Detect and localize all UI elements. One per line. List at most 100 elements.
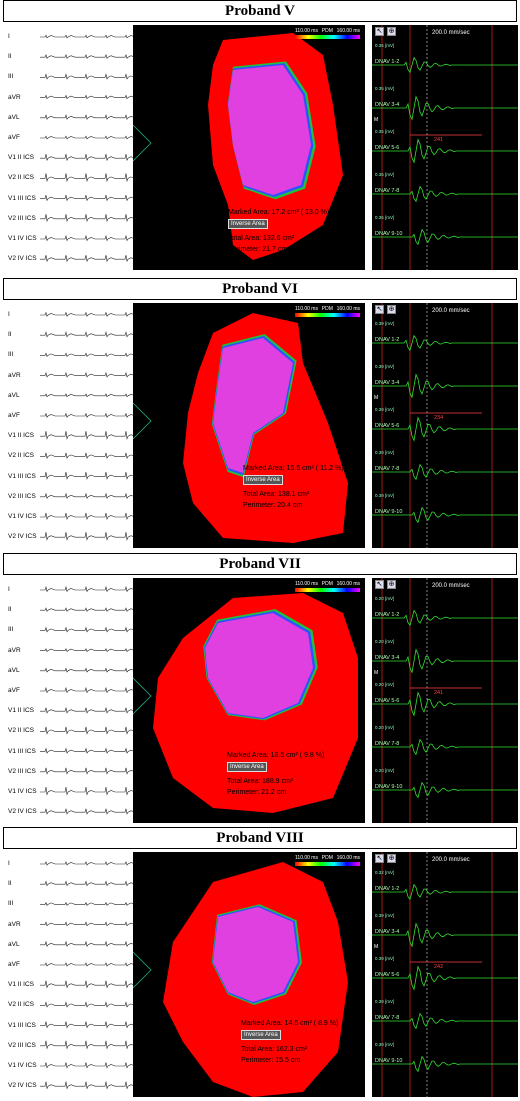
ecg-trace <box>40 921 140 927</box>
egm-channel-label: DNAV 1-2 <box>375 612 400 618</box>
caliper-tool-icon[interactable]: ↖ <box>375 27 384 36</box>
m-marker: M <box>374 944 379 950</box>
egm-trace <box>372 138 518 164</box>
egm-trace <box>372 373 518 399</box>
egm-scale-label: 0.39 [mV] <box>375 321 394 326</box>
ecg-lead-label: V2 III ICS <box>8 1041 36 1049</box>
egm-mv-unit: [mV] <box>385 172 395 177</box>
ecg-trace <box>40 195 140 202</box>
scale-gradient <box>295 588 360 592</box>
unit: cm <box>300 1020 310 1027</box>
electrogram-panel: DNAV 1-2 0.32 [mV] DNAV 3-4 0.39 [mV] DNAV 5… <box>372 852 518 1097</box>
egm-mv-unit: [mV] <box>385 725 395 730</box>
ecg-trace <box>40 786 140 796</box>
scale-title: PDM <box>321 28 333 34</box>
egm-channel-label: DNAV 5-6 <box>375 698 400 704</box>
egm-mv-unit: [mV] <box>385 596 395 601</box>
total-area-value: 162.3 <box>276 1046 294 1053</box>
egm-mv-value: 0.20 <box>375 725 384 730</box>
voltage-map: 110.00 ms PDM 160.00 ms Marked Area: 15.5 c… <box>133 303 365 548</box>
ecg-lead-label: aVL <box>8 391 20 399</box>
ecg-lead-label: V2 III ICS <box>8 767 36 775</box>
egm-mv-value: 0.39 <box>375 1042 384 1047</box>
ecg-trace <box>40 114 140 120</box>
egm-channel-label: DNAV 9-10 <box>375 784 403 790</box>
ecg-lead-label: aVF <box>8 134 20 141</box>
egm-scale-label: 0.39 [mV] <box>375 1042 394 1047</box>
egm-scale-label: 0.39 [mV] <box>375 407 394 412</box>
egm-channel-label: DNAV 1-2 <box>375 886 400 892</box>
inverse-area-button[interactable]: Inverse Area <box>241 1030 281 1040</box>
egm-channel-label: DNAV 7-8 <box>375 1015 400 1021</box>
unit: cm <box>297 491 307 498</box>
ecg-lead-label: III <box>8 73 14 81</box>
ecg-lead-label: V1 II ICS <box>8 981 35 989</box>
ecg-trace <box>40 880 140 887</box>
zoom-tool-icon[interactable]: ⊕ <box>387 580 396 589</box>
egm-mv-unit: [mV] <box>385 682 395 687</box>
scale-max: 160.00 ms <box>336 855 360 861</box>
egm-mv-value: 0.39 <box>375 450 384 455</box>
egm-trace <box>372 416 518 442</box>
total-area-value: 138.1 <box>278 491 296 498</box>
ecg-lead-label: V2 IV ICS <box>8 533 37 541</box>
perimeter-label: Perimeter: <box>227 789 260 796</box>
ecg-trace <box>40 767 140 775</box>
egm-mv-unit: [mV] <box>385 321 395 326</box>
ecg-lead-label: V1 IV ICS <box>8 788 37 795</box>
unit: cm <box>292 502 303 509</box>
caliper-tool-icon[interactable]: ↖ <box>375 580 384 589</box>
egm-channel-label: DNAV 3-4 <box>375 655 400 661</box>
egm-channel-label: DNAV 9-10 <box>375 231 403 237</box>
unit: cm <box>295 1046 305 1053</box>
unit: cm <box>276 789 287 796</box>
electrogram-panel: DNAV 1-2 0.39 [mV] DNAV 3-4 0.39 [mV] DNAV 5… <box>372 303 518 548</box>
total-area-value: 188.9 <box>262 778 280 785</box>
egm-mv-unit: [mV] <box>385 1042 395 1047</box>
unit: cm <box>282 235 292 242</box>
egm-channel-label: DNAV 7-8 <box>375 741 400 747</box>
scale-gradient <box>295 862 360 866</box>
caliper-tool-icon[interactable]: ↖ <box>375 305 384 314</box>
ecg-lead-label: V1 IV ICS <box>8 513 37 520</box>
ecg-lead-label: V2 III ICS <box>8 492 36 500</box>
egm-trace <box>372 1012 518 1030</box>
scale-min: 110.00 ms <box>295 581 318 587</box>
egm-scale-label: 0.20 [mV] <box>375 725 394 730</box>
panel-title: Proband VIII <box>3 827 517 849</box>
inverse-area-button[interactable]: Inverse Area <box>227 762 267 772</box>
scale-max: 160.00 ms <box>336 581 360 587</box>
ecg-lead-label: V2 II ICS <box>8 727 35 735</box>
egm-mv-unit: [mV] <box>385 215 395 220</box>
egm-channel-label: DNAV 7-8 <box>375 466 400 472</box>
ecg-trace <box>40 1081 140 1090</box>
inverse-area-button[interactable]: Inverse Area <box>228 219 268 229</box>
ecg-lead-label: aVL <box>8 940 20 948</box>
marked-area-label: Marked Area: <box>227 752 269 759</box>
ecg-trace <box>40 607 140 612</box>
ecg-trace <box>40 371 140 378</box>
scale-min: 110.00 ms <box>295 306 318 312</box>
egm-scale-label: 0.32 [mV] <box>375 870 394 875</box>
unit: cm <box>290 1057 301 1064</box>
inverse-area-button[interactable]: Inverse Area <box>243 475 283 485</box>
ecg-lead-label: aVF <box>8 412 20 419</box>
zoom-tool-icon[interactable]: ⊕ <box>387 854 396 863</box>
zoom-tool-icon[interactable]: ⊕ <box>387 27 396 36</box>
ecg-trace <box>40 1062 140 1069</box>
zoom-tool-icon[interactable]: ⊕ <box>387 305 396 314</box>
ecg-lead-label: V2 II ICS <box>8 1001 35 1009</box>
electrogram-panel: DNAV 1-2 0.20 [mV] DNAV 3-4 0.20 [mV] DNAV 5… <box>372 578 518 823</box>
ecg-trace <box>40 901 140 906</box>
egm-trace <box>372 463 518 481</box>
egm-scale-label: 0.35 [mV] <box>375 215 394 220</box>
ecg-trace <box>40 234 140 242</box>
egm-mv-unit: [mV] <box>385 999 395 1004</box>
panel-title: Proband VI <box>3 278 517 300</box>
egm-channel-label: DNAV 5-6 <box>375 972 400 978</box>
ecg-trace <box>40 808 140 815</box>
egm-mv-value: 0.32 <box>375 870 384 875</box>
unit: cm <box>286 752 296 759</box>
egm-scale-label: 0.35 [mV] <box>375 172 394 177</box>
caliper-tool-icon[interactable]: ↖ <box>375 854 384 863</box>
